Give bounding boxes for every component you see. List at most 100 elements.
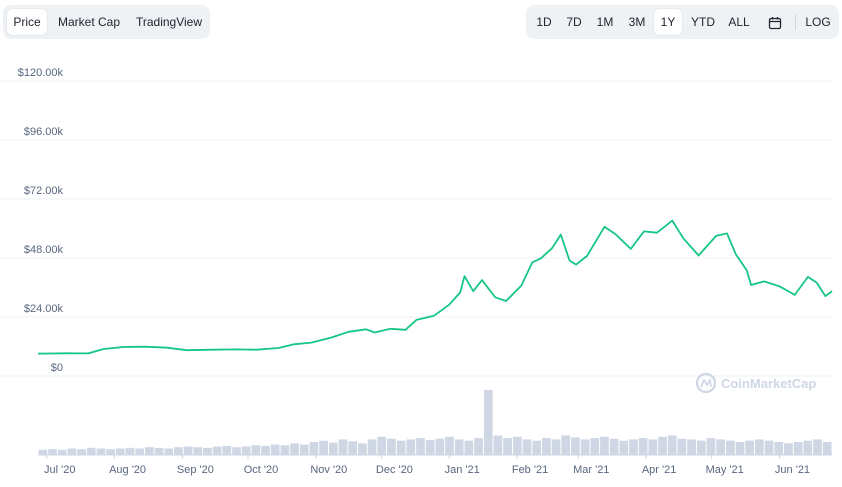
volume-bar bbox=[135, 448, 145, 455]
volume-bar bbox=[406, 439, 416, 455]
volume-bars bbox=[38, 390, 832, 456]
volume-bar bbox=[464, 440, 474, 455]
volume-bar bbox=[822, 442, 832, 455]
volume-bar bbox=[813, 439, 822, 455]
volume-bar bbox=[706, 438, 716, 455]
volume-bar bbox=[48, 449, 57, 455]
range-1m-button[interactable]: 1M bbox=[596, 15, 614, 29]
volume-bar bbox=[270, 444, 280, 455]
volume-bar bbox=[203, 447, 212, 455]
volume-bar bbox=[425, 440, 435, 455]
volume-bar bbox=[561, 435, 571, 455]
coinmarketcap-logo-mark bbox=[700, 377, 712, 388]
range-ytd-button[interactable]: YTD bbox=[691, 15, 715, 29]
y-tick-label: $24.00k bbox=[24, 303, 64, 315]
volume-bar bbox=[764, 440, 774, 455]
range-7d-button[interactable]: 7D bbox=[566, 15, 582, 29]
volume-bar bbox=[512, 436, 522, 455]
volume-bar bbox=[551, 439, 561, 455]
volume-bar bbox=[290, 443, 299, 455]
volume-bar bbox=[232, 447, 241, 455]
volume-bar bbox=[338, 439, 348, 455]
y-tick-label: $72.00k bbox=[24, 185, 64, 197]
y-tick-label: $120.00k bbox=[18, 67, 64, 79]
x-tick-label: Dec '20 bbox=[376, 464, 413, 476]
volume-bar bbox=[483, 390, 493, 455]
volume-bar bbox=[348, 441, 358, 455]
volume-bar bbox=[319, 440, 328, 455]
y-tick-label: $96.00k bbox=[24, 126, 64, 138]
volume-bar bbox=[125, 447, 135, 455]
volume-bar bbox=[377, 436, 387, 455]
volume-bar bbox=[57, 449, 67, 455]
tab-tradingview[interactable]: TradingView bbox=[135, 15, 203, 29]
volume-bar bbox=[677, 438, 687, 455]
volume-bar bbox=[328, 442, 338, 455]
volume-bar bbox=[77, 449, 86, 455]
volume-bar bbox=[658, 436, 667, 455]
volume-bar bbox=[115, 448, 125, 455]
volume-bar bbox=[241, 446, 251, 455]
volume-bar bbox=[474, 438, 483, 455]
x-tick-label: May '21 bbox=[706, 464, 744, 476]
x-tick-label: Sep '20 bbox=[177, 464, 214, 476]
volume-bar bbox=[96, 448, 106, 455]
divider bbox=[795, 14, 796, 30]
y-tick-label: $0 bbox=[51, 362, 63, 374]
volume-bar bbox=[522, 439, 532, 455]
range-3m-button[interactable]: 3M bbox=[628, 15, 646, 29]
volume-bar bbox=[38, 449, 48, 455]
x-tick-label: Jan '21 bbox=[445, 464, 480, 476]
view-tab-group: Price Market Cap TradingView bbox=[3, 5, 210, 39]
watermark-text: CoinMarketCap bbox=[721, 376, 816, 391]
volume-bar bbox=[687, 439, 696, 455]
volume-bar bbox=[503, 438, 512, 455]
volume-bar bbox=[299, 444, 309, 455]
volume-bar bbox=[367, 439, 377, 455]
y-tick-label: $48.00k bbox=[24, 244, 64, 256]
volume-bar bbox=[571, 437, 580, 455]
volume-bar bbox=[648, 439, 658, 455]
volume-bar bbox=[212, 446, 222, 455]
volume-bar bbox=[667, 435, 677, 455]
volume-bar bbox=[735, 442, 745, 455]
volume-bar bbox=[67, 448, 77, 455]
calendar-icon bbox=[768, 16, 782, 29]
volume-bar bbox=[755, 439, 764, 455]
volume-bar bbox=[396, 440, 406, 455]
tab-market-cap[interactable]: Market Cap bbox=[57, 15, 121, 29]
range-all-button[interactable]: ALL bbox=[728, 15, 750, 29]
volume-bar bbox=[696, 440, 706, 455]
volume-bar bbox=[86, 447, 96, 455]
volume-bar bbox=[532, 440, 542, 455]
range-1y-button[interactable]: 1Y bbox=[654, 9, 682, 35]
volume-bar bbox=[600, 436, 609, 455]
volume-bar bbox=[280, 445, 290, 455]
volume-bar bbox=[183, 446, 193, 455]
volume-bar bbox=[261, 445, 270, 455]
log-scale-button[interactable]: LOG bbox=[805, 15, 831, 29]
volume-bar bbox=[145, 447, 154, 455]
volume-bar bbox=[493, 435, 503, 455]
x-tick-label: Mar '21 bbox=[573, 464, 609, 476]
tab-price[interactable]: Price bbox=[7, 9, 47, 35]
x-tick-label: Feb '21 bbox=[512, 464, 548, 476]
volume-bar bbox=[164, 448, 174, 455]
x-tick-label: Aug '20 bbox=[109, 464, 146, 476]
x-tick-label: Nov '20 bbox=[310, 464, 347, 476]
calendar-button[interactable] bbox=[762, 9, 788, 35]
volume-bar bbox=[580, 439, 590, 455]
volume-bar bbox=[629, 439, 638, 455]
volume-bar bbox=[745, 440, 755, 455]
x-tick-label: Apr '21 bbox=[642, 464, 677, 476]
volume-bar bbox=[725, 440, 735, 455]
volume-bar bbox=[445, 436, 454, 455]
volume-bar bbox=[251, 445, 261, 455]
volume-bar bbox=[435, 438, 445, 455]
range-1d-button[interactable]: 1D bbox=[536, 15, 552, 29]
range-button-group: 1D 7D 1M 3M 1Y YTD ALL LOG bbox=[526, 5, 839, 39]
volume-bar bbox=[416, 438, 425, 455]
volume-bar bbox=[784, 443, 793, 455]
x-tick-label: Oct '20 bbox=[244, 464, 279, 476]
